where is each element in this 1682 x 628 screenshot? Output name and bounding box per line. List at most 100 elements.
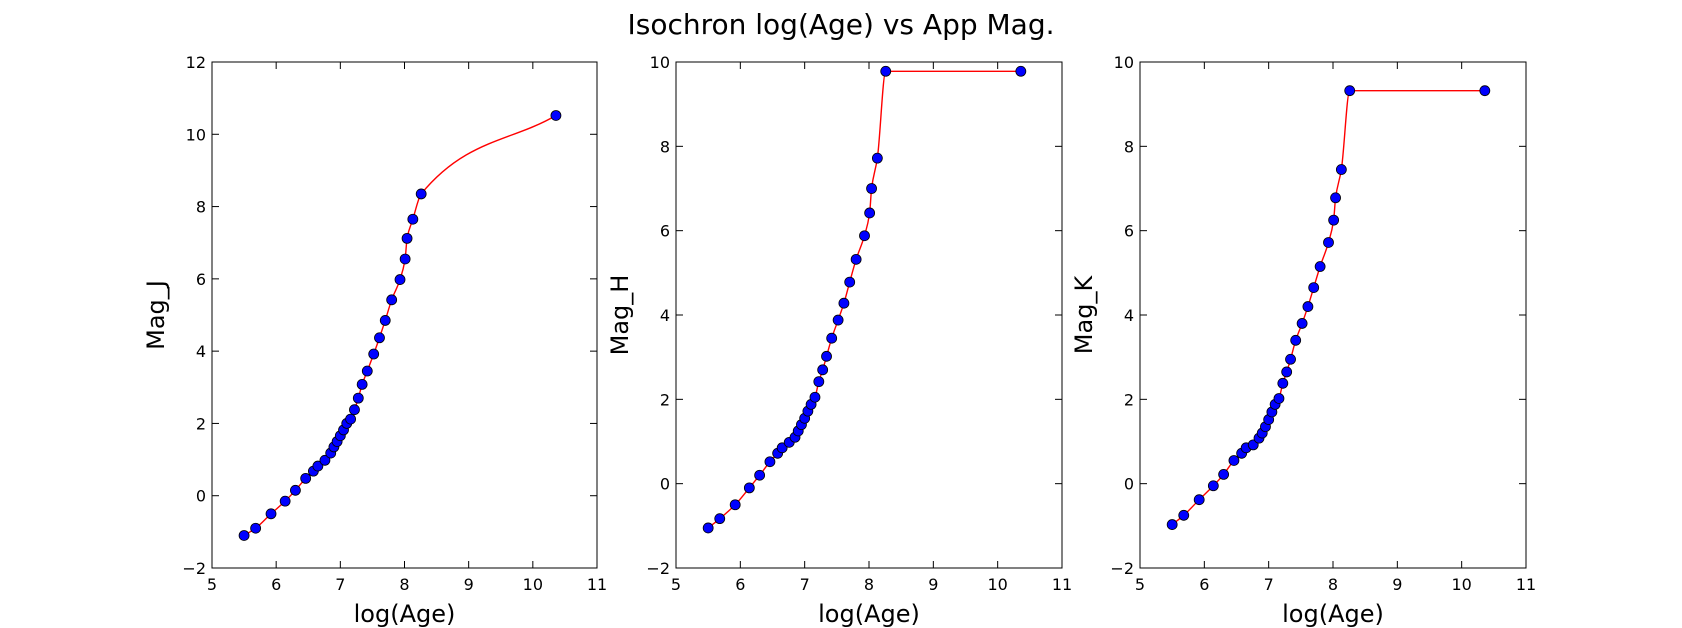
x-tick-label: 8 bbox=[399, 575, 409, 594]
x-tick-label: 6 bbox=[1199, 575, 1209, 594]
data-point bbox=[813, 376, 825, 388]
x-tick-label: 10 bbox=[523, 575, 543, 594]
data-point bbox=[1335, 164, 1347, 175]
data-point bbox=[1323, 237, 1334, 248]
data-point bbox=[1193, 494, 1205, 506]
data-point bbox=[838, 297, 850, 309]
subplot-3: 5 6 7 8 9 10 11 −2 0 2 4 6 8 10 log(Age) Mag_K bbox=[1070, 53, 1536, 628]
data-point bbox=[312, 460, 324, 472]
x-tick-label: 7 bbox=[800, 575, 810, 594]
data-point bbox=[394, 274, 406, 285]
data-point bbox=[349, 404, 360, 416]
data-point bbox=[1290, 334, 1302, 346]
data-point bbox=[415, 188, 427, 200]
data-point bbox=[859, 230, 870, 242]
data-point bbox=[1330, 192, 1341, 204]
data-point bbox=[368, 348, 380, 360]
y-tick-label: 6 bbox=[196, 270, 206, 289]
y-tick-label: 0 bbox=[660, 475, 670, 494]
x-axis-label: log(Age) bbox=[354, 600, 456, 628]
x-tick-label: 10 bbox=[987, 575, 1007, 594]
data-point bbox=[290, 484, 301, 496]
y-axis-label: Mag_K bbox=[1070, 275, 1098, 355]
data-point bbox=[374, 332, 385, 344]
y-tick-label: 4 bbox=[196, 342, 206, 361]
figure-title: Isochron log(Age) vs App Mag. bbox=[627, 8, 1054, 41]
data-point bbox=[238, 530, 250, 541]
x-tick-label: 5 bbox=[207, 575, 217, 594]
data-point bbox=[1302, 301, 1314, 312]
data-point bbox=[1178, 509, 1190, 521]
data-point bbox=[864, 207, 876, 219]
data-point bbox=[1273, 393, 1285, 404]
y-tick-label: 10 bbox=[650, 53, 670, 72]
data-point bbox=[379, 315, 391, 326]
subplot-1: 5 6 7 8 9 10 11 −2 0 2 4 6 8 10 12 log(Age) Mag_J bbox=[142, 53, 607, 628]
data-point bbox=[550, 110, 562, 121]
data-point bbox=[880, 65, 892, 77]
data-point bbox=[743, 482, 755, 494]
y-tick-label: 8 bbox=[196, 198, 206, 217]
subplot-2: 5 6 7 8 9 10 11 −2 0 2 4 6 8 10 log(Age) Mag_H bbox=[606, 53, 1072, 628]
data-point bbox=[1281, 366, 1293, 378]
data-point bbox=[250, 522, 262, 534]
x-tick-label: 9 bbox=[464, 575, 474, 594]
y-tick-label: 2 bbox=[660, 390, 670, 409]
data-point bbox=[407, 213, 419, 225]
y-tick-label: 8 bbox=[1124, 137, 1134, 156]
data-point bbox=[399, 253, 411, 265]
data-point bbox=[1296, 318, 1308, 329]
x-tick-label: 7 bbox=[335, 575, 345, 594]
y-tick-label: 2 bbox=[196, 414, 206, 433]
data-point bbox=[279, 495, 291, 507]
data-point bbox=[826, 332, 838, 344]
x-tick-label: 11 bbox=[1516, 575, 1536, 594]
data-point bbox=[871, 152, 883, 164]
y-tick-label: 0 bbox=[196, 487, 206, 506]
y-tick-label: −2 bbox=[182, 559, 206, 578]
data-point bbox=[866, 183, 877, 194]
data-point bbox=[1218, 468, 1230, 480]
x-tick-label: 6 bbox=[271, 575, 281, 594]
x-axis-label: log(Age) bbox=[1282, 600, 1384, 628]
y-tick-label: 6 bbox=[660, 222, 670, 241]
x-axis-label: log(Age) bbox=[818, 600, 920, 628]
data-point bbox=[265, 508, 277, 520]
data-point bbox=[352, 392, 364, 404]
y-tick-label: 4 bbox=[660, 306, 670, 325]
y-tick-label: 10 bbox=[1114, 53, 1134, 72]
y-tick-label: −2 bbox=[646, 559, 670, 578]
x-tick-label: 9 bbox=[928, 575, 938, 594]
data-point bbox=[1285, 353, 1296, 365]
x-tick-label: 6 bbox=[735, 575, 745, 594]
x-tick-label: 11 bbox=[1052, 575, 1072, 594]
data-point bbox=[1015, 65, 1027, 77]
y-tick-label: 8 bbox=[660, 137, 670, 156]
data-point bbox=[1207, 480, 1219, 492]
data-point bbox=[1328, 214, 1340, 226]
data-point bbox=[1344, 85, 1356, 97]
data-point bbox=[821, 350, 832, 362]
y-tick-label: 12 bbox=[186, 53, 206, 72]
data-point bbox=[809, 391, 821, 403]
data-point bbox=[300, 472, 312, 484]
data-point bbox=[1166, 519, 1178, 530]
y-tick-label: 0 bbox=[1124, 475, 1134, 494]
y-tick-label: 2 bbox=[1124, 390, 1134, 409]
data-point bbox=[832, 314, 844, 326]
data-point bbox=[1228, 455, 1240, 466]
data-point bbox=[356, 378, 368, 390]
x-tick-label: 9 bbox=[1392, 575, 1402, 594]
data-point bbox=[754, 469, 766, 481]
data-point bbox=[702, 522, 714, 534]
y-axis-label: Mag_H bbox=[606, 275, 634, 356]
x-tick-label: 7 bbox=[1264, 575, 1274, 594]
data-point bbox=[1314, 261, 1326, 272]
data-point bbox=[714, 513, 726, 525]
data-point bbox=[1277, 377, 1289, 389]
data-point bbox=[729, 499, 741, 511]
data-point bbox=[1479, 85, 1491, 97]
x-tick-label: 8 bbox=[1328, 575, 1338, 594]
data-point bbox=[776, 442, 788, 454]
